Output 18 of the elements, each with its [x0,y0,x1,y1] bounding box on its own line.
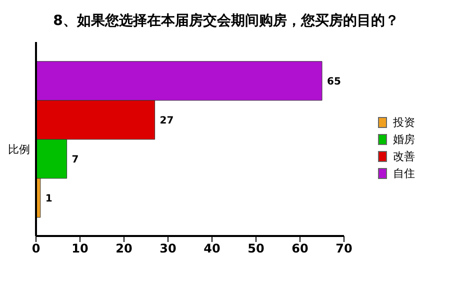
x-tick-label: 60 [292,242,308,256]
legend-label: 改善 [393,149,415,164]
legend-label: 投资 [393,115,415,130]
x-tick-label: 20 [116,242,132,256]
x-tick-label: 30 [160,242,176,256]
x-tick-label: 50 [248,242,264,256]
x-tick-label: 0 [32,242,40,256]
chart-title: 8、如果您选择在本届房交会期间购房，您买房的目的？ [52,12,400,31]
data-label: 1 [45,193,52,204]
data-label: 65 [327,76,341,88]
y-axis-title: 比例 [8,142,31,156]
x-tick-label: 70 [336,242,352,256]
legend-label: 婚房 [393,132,415,147]
data-label: 27 [160,115,174,126]
x-tick-label: 40 [204,242,220,256]
data-label: 7 [72,154,79,166]
x-tick-label: 10 [72,242,88,256]
legend-label: 自住 [393,166,415,181]
